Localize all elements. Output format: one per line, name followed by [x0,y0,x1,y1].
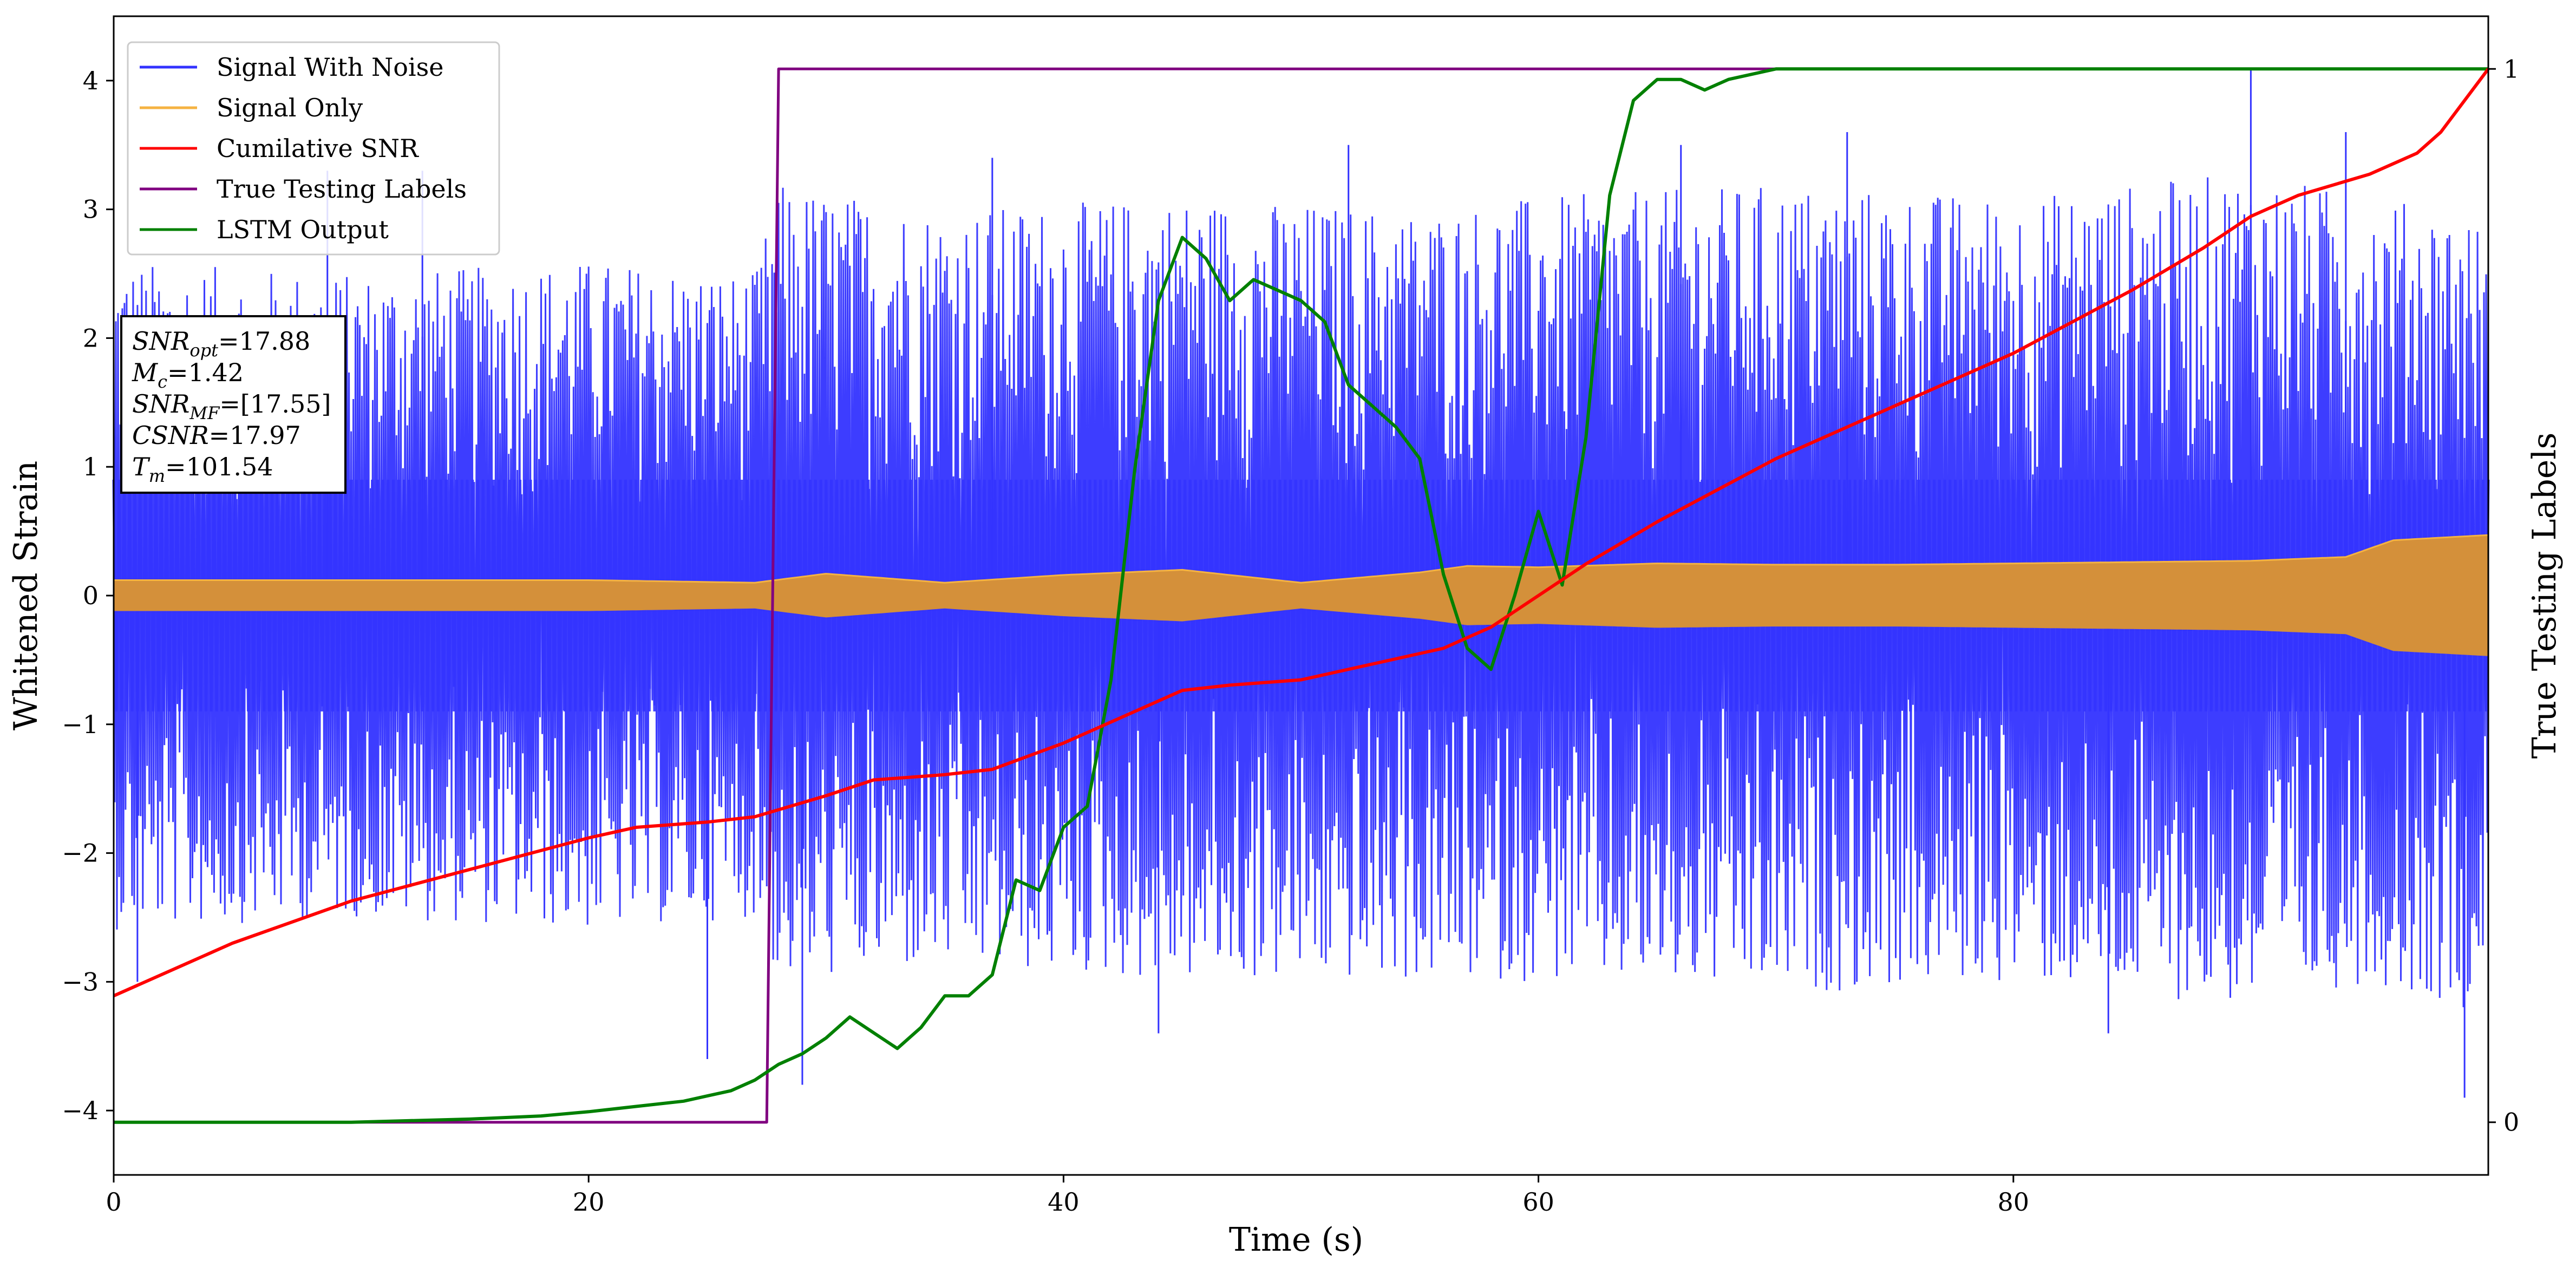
legend-label: Signal With Noise [217,53,443,82]
y-tick-label: 2 [83,323,99,352]
info-line: SNRopt=17.88 [132,326,310,361]
y-tick-label: −4 [62,1096,99,1125]
y2-axis-title: True Testing Labels [2526,433,2564,759]
y-tick-label: −1 [62,710,99,739]
cumulative-snr-line [113,68,2490,998]
true-testing-labels-line [114,67,2488,1124]
info-lines: SNRopt=17.88Mc=1.42SNRMF=[17.55]CSNR=17.… [132,326,331,486]
info-line: Mc=1.42 [132,358,244,392]
x-axis-ticks: 0 20 40 60 80 [106,1175,2029,1217]
x-tick-label: 0 [106,1187,121,1217]
info-line: Tm=101.54 [132,452,273,486]
x-tick-label: 20 [573,1187,605,1217]
y-tick-label: 3 [83,195,99,224]
info-line: SNRMF=[17.55] [132,389,331,423]
cumulative-snr-series [113,68,2490,998]
y-tick-label: 1 [83,452,99,481]
x-tick-label: 80 [1998,1187,2030,1217]
legend-label: Signal Only [217,93,363,122]
signal-only-series [114,534,2489,656]
info-box [120,315,346,494]
signal-with-noise-core [112,479,2490,712]
y2-axis-ticks: 01 [2488,54,2519,1137]
y-tick-label: 4 [83,66,99,95]
y-tick-label: −2 [62,839,99,868]
x-axis-title: Time (s) [1229,1221,1363,1259]
signal-with-noise-line [113,177,2489,1008]
legend-entries: Signal With Noise Signal Only Cumilative S… [140,53,467,244]
x-tick-label: 60 [1522,1187,1554,1217]
y-tick-label: −3 [62,967,99,996]
legend-label: Cumilative SNR [217,134,419,163]
info-annotation: SNRopt=17.88Mc=1.42SNRMF=[17.55]CSNR=17.… [120,315,346,494]
signal-with-noise-series [112,68,2490,1098]
legend-label: True Testing Labels [217,174,467,204]
x-tick-label: 40 [1048,1187,1080,1217]
info-line: CSNR=17.97 [132,421,301,450]
legend-label: LSTM Output [217,215,389,244]
y2-tick-label: 0 [2503,1108,2519,1137]
y-axis-title: Whitened Strain [7,461,45,730]
legend-box [127,41,500,256]
lstm-output-line [114,67,2488,1124]
y-axis-ticks: −4 −3 −2 −1 0 1 2 3 4 [62,66,114,1125]
y-tick-label: 0 [83,581,99,610]
y2-tick-label: 1 [2503,54,2519,83]
signal-only-upper [114,534,2489,584]
lstm-output-series [114,67,2488,1124]
true-testing-labels-series [114,67,2488,1124]
legend: Signal With Noise Signal Only Cumilative S… [127,41,500,256]
